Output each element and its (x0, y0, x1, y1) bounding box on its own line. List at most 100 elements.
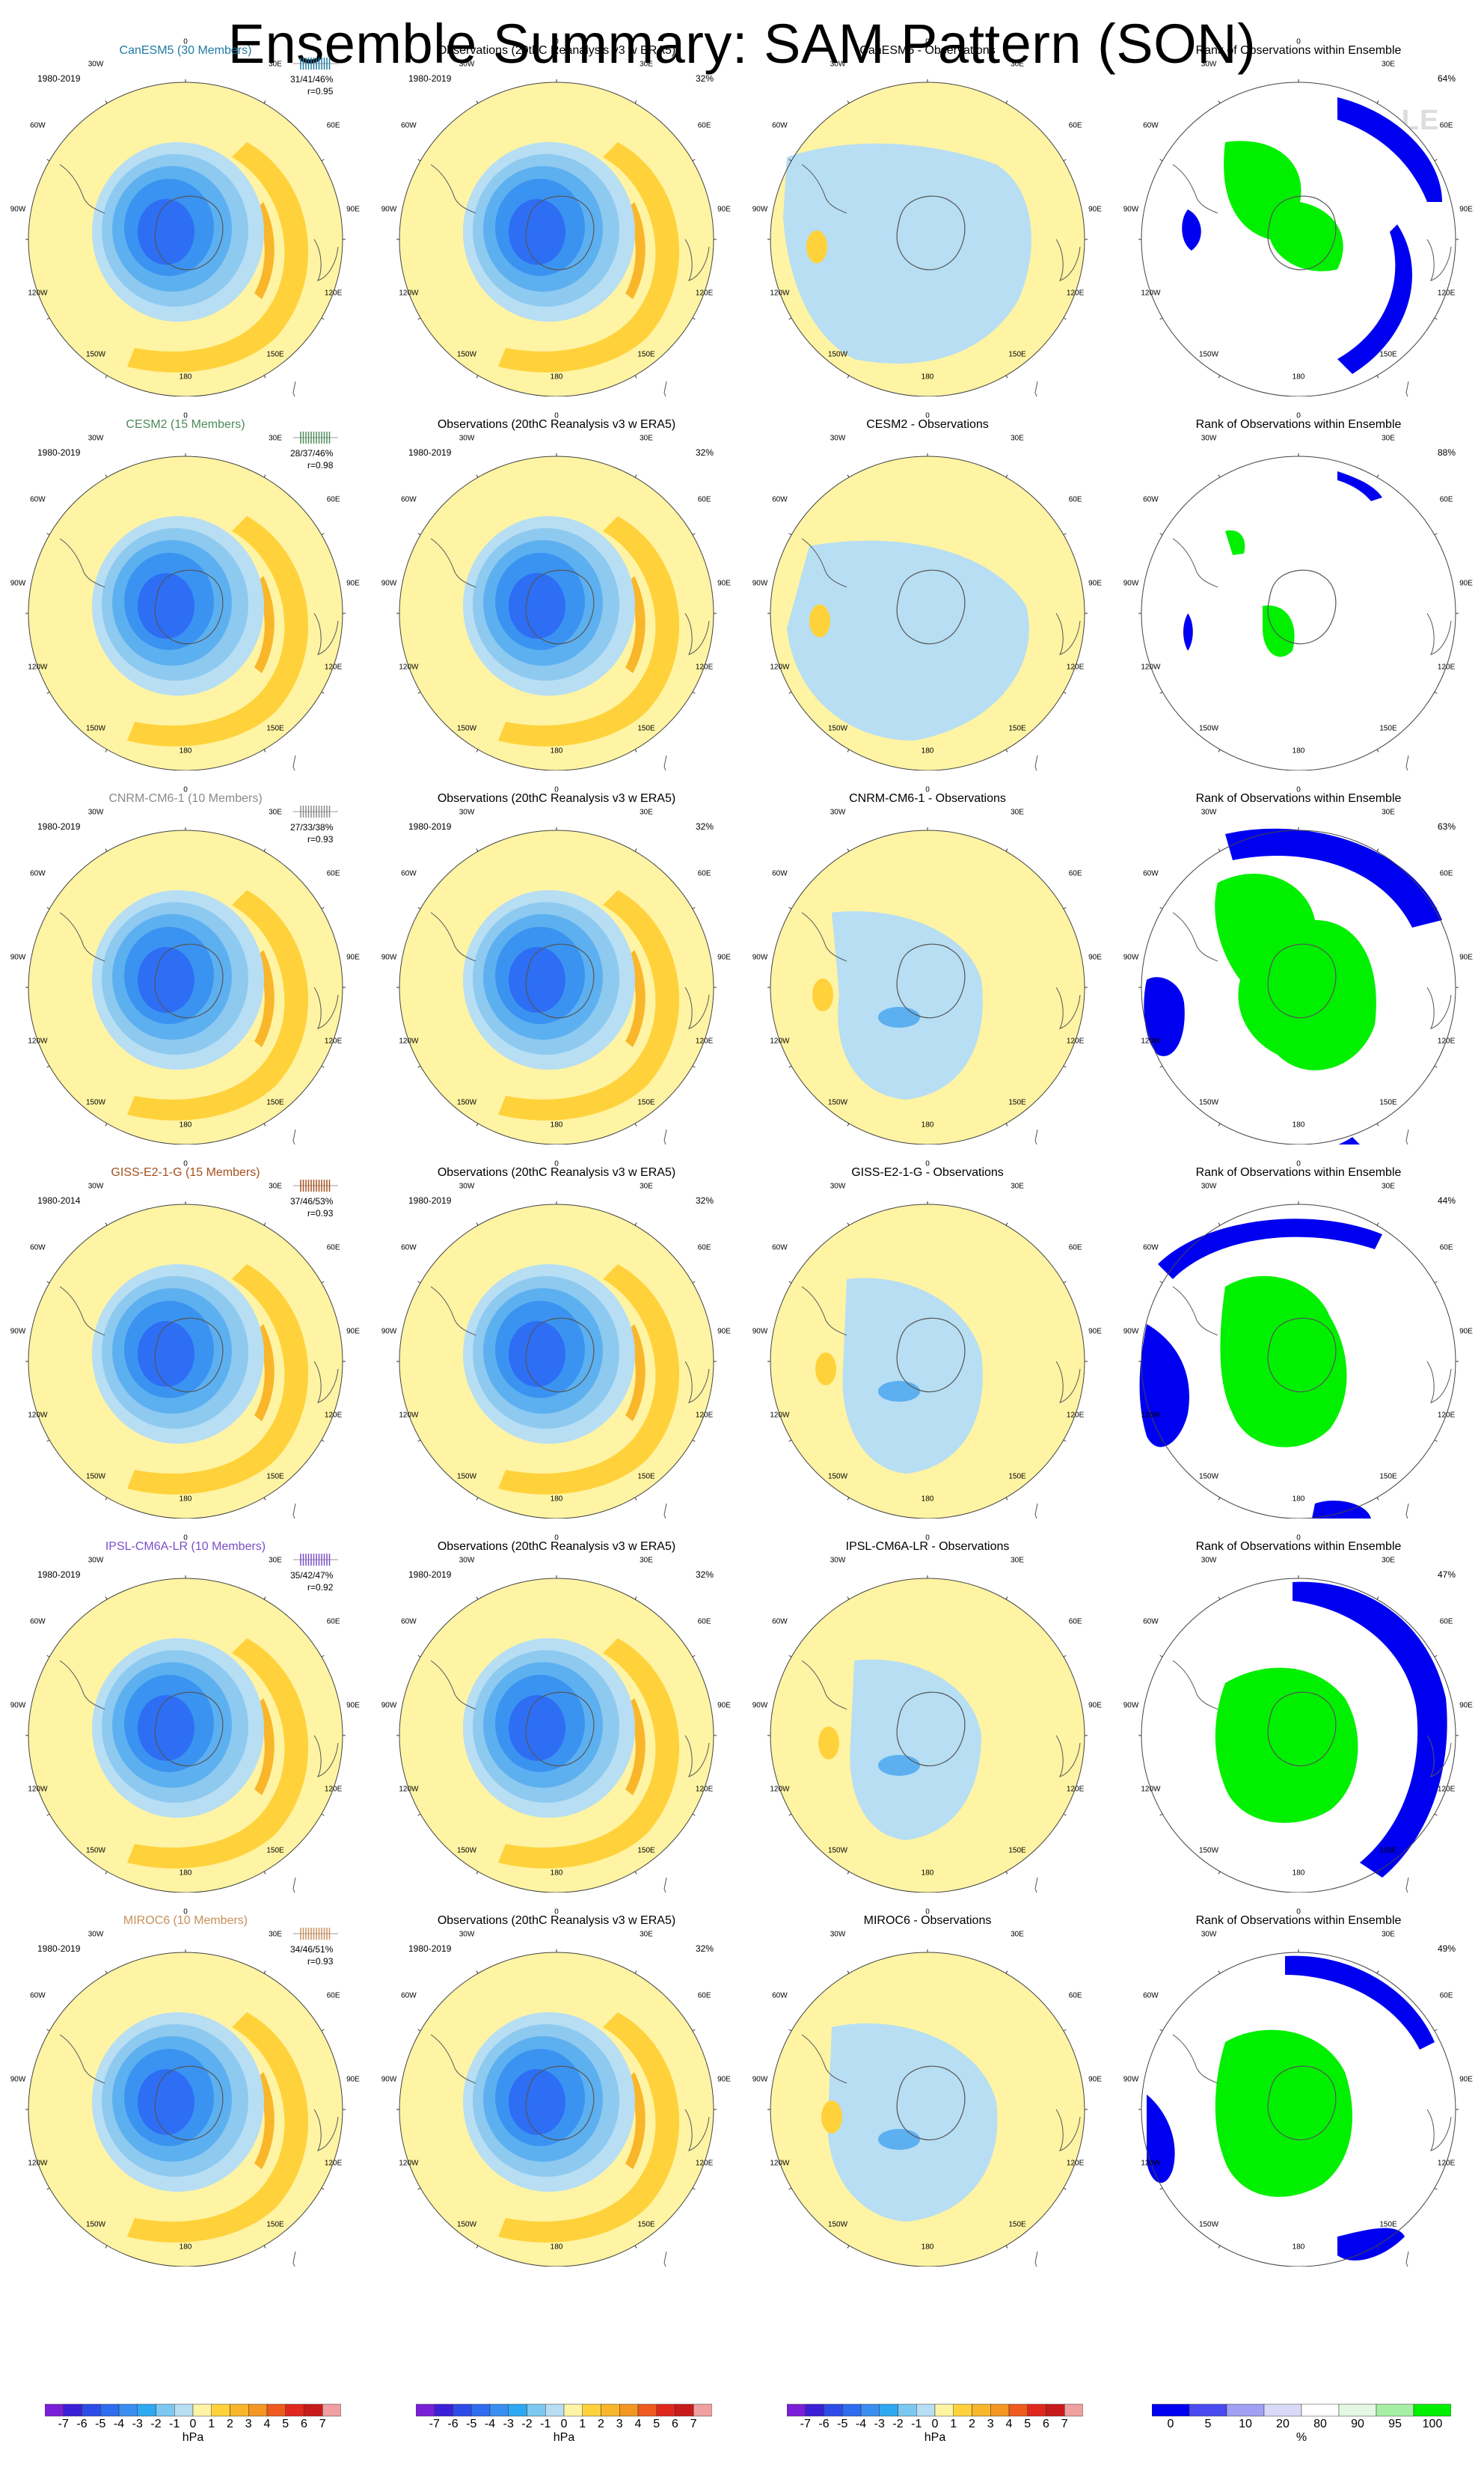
colorbar-swatch (211, 2403, 230, 2417)
rank-low-region (1312, 1501, 1371, 1519)
antarctica-coastline (154, 2065, 224, 2141)
difference-negative-core (878, 2129, 920, 2150)
longitude-label: 90E (717, 1327, 731, 1336)
colorbar-tick-label: 6 (301, 2418, 307, 2430)
longitude-label: 30W (830, 1930, 846, 1939)
member-rug (293, 1928, 338, 1940)
colorbar-tick-label: 1 (208, 2418, 215, 2430)
colorbar-tick-label: -4 (484, 2418, 496, 2430)
negative-anomaly-core (138, 2069, 194, 2135)
antarctica-coastline (525, 195, 595, 271)
colorbar-tick-label: -6 (818, 2418, 830, 2430)
longitude-label: 150E (266, 2220, 284, 2229)
longitude-label: 150W (1198, 1098, 1219, 1107)
new-zealand-coastline (1034, 381, 1038, 396)
colorbar-swatch (842, 2403, 862, 2417)
difference-negative-core (878, 1381, 920, 1402)
pct-range: 27/33/38% (290, 822, 334, 833)
longitude-label: 30E (640, 1182, 653, 1191)
longitude-label: 90W (381, 2075, 397, 2084)
colorbar-swatch (248, 2403, 268, 2417)
longitude-label: 90W (10, 953, 26, 962)
colorbar-swatch (471, 2403, 491, 2417)
positive-anomaly-core (625, 576, 646, 673)
antarctica-coastline (1267, 943, 1337, 1019)
longitude-label: 90E (346, 205, 360, 214)
polar-map (767, 1575, 1088, 1893)
colorbar-swatch (1338, 2403, 1377, 2417)
member-rug (293, 432, 338, 444)
longitude-label: 60W (401, 1991, 417, 2000)
longitude-label: 30E (1382, 60, 1395, 69)
longitude-label: 120W (28, 289, 48, 298)
colorbar-diff: -7 -6 -5 -4 -3 -2 -1 0 1 2 3 4 5 6 7 hPa (787, 2401, 1083, 2476)
longitude-label: 120W (399, 2159, 419, 2168)
longitude-label: 150E (637, 1098, 655, 1107)
panel-title: IPSL-CM6A-LR - Observations (845, 1540, 1010, 1553)
longitude-label: 30W (1201, 1556, 1217, 1565)
longitude-label: 150E (1379, 1098, 1397, 1107)
colorbar-tick-label: 0 (560, 2418, 568, 2430)
longitude-label: 180 (921, 1869, 934, 1878)
colorbar-tick-label: 4 (1005, 2418, 1013, 2430)
longitude-label: 60E (697, 1991, 711, 2000)
south-america-coastline (430, 1660, 476, 1710)
analysis-period: 1980-2019 (37, 447, 81, 458)
panel-title: MIROC6 (10 Members) (123, 1914, 248, 1927)
analysis-period: 1980-2019 (37, 1569, 81, 1580)
longitude-label: 30E (1011, 1556, 1024, 1565)
longitude-label: 90E (346, 579, 360, 588)
panel-title: Observations (20thC Reanalysis v3 w ERA5… (437, 1914, 676, 1927)
longitude-label: 90W (10, 1701, 26, 1710)
colorbar-tick-label: 6 (672, 2418, 678, 2430)
panel-title: Observations (20thC Reanalysis v3 w ERA5… (437, 1166, 676, 1179)
colorbar-tick-label: 3 (245, 2418, 252, 2430)
longitude-label: 150W (456, 1472, 477, 1481)
longitude-label: 150E (266, 1472, 284, 1481)
positive-anomaly-core (254, 2072, 275, 2169)
longitude-label: 120E (695, 1411, 714, 1420)
negative-anomaly-core (509, 947, 565, 1013)
longitude-label: 120W (770, 1411, 790, 1420)
colorbar-swatch (63, 2403, 82, 2417)
colorbar-swatch (1226, 2403, 1265, 2417)
panel-diff: IPSL-CM6A-LR - Observations 0 30E 60E 90E 120… (742, 1519, 1113, 1893)
colorbar-swatch (637, 2403, 657, 2417)
australia-coastline (684, 239, 710, 281)
panel-model: CanESM5 (30 Members) 1980-2019 31/41/46% r=… (0, 22, 371, 396)
antarctica-coastline (154, 1317, 224, 1393)
colorbar-tick-label: 2 (598, 2418, 604, 2430)
colorbar-swatch (453, 2403, 472, 2417)
colorbar-swatch (322, 2403, 341, 2417)
colorbar-tick-label: -4 (113, 2418, 125, 2430)
variance-stats: 34/46/51% r=0.93 (290, 1943, 333, 1967)
rank-high-region (1220, 1275, 1347, 1447)
variance-stats: 27/33/38% r=0.93 (290, 821, 333, 845)
longitude-label: 60E (326, 1243, 340, 1252)
longitude-label: 0 (925, 1533, 930, 1542)
colorbar-swatch (508, 2403, 527, 2417)
antarctica-coastline (525, 1317, 595, 1393)
longitude-label: 60W (1143, 1991, 1159, 2000)
polar-map (1138, 1201, 1459, 1519)
south-america-coastline (1172, 1286, 1218, 1336)
longitude-label: 150W (85, 1846, 106, 1855)
panel-title: Rank of Observations within Ensemble (1195, 1540, 1402, 1553)
longitude-label: 60W (30, 1617, 46, 1626)
longitude-label: 150W (1198, 724, 1219, 733)
longitude-label: 60E (326, 1991, 340, 2000)
longitude-label: 150W (456, 1846, 477, 1855)
colorbar-obs: -7 -6 -5 -4 -3 -2 -1 0 1 2 3 4 5 6 7 hPa (416, 2401, 712, 2476)
antarctica-coastline (1267, 1691, 1337, 1767)
longitude-label: 120E (324, 1411, 343, 1420)
longitude-label: 60W (1143, 495, 1159, 504)
longitude-label: 120W (28, 1785, 48, 1794)
longitude-label: 0 (1296, 1159, 1301, 1168)
panel-diff: CNRM-CM6-1 - Observations 0 30E 60E 90E 120E 1… (742, 770, 1113, 1144)
polar-map (25, 1949, 346, 2267)
rank-low-region (1293, 1581, 1447, 1878)
longitude-label: 60E (326, 1617, 340, 1626)
longitude-label: 150W (827, 1472, 848, 1481)
longitude-label: 180 (179, 2243, 192, 2252)
variance-stats: 37/46/53% r=0.93 (290, 1195, 333, 1219)
